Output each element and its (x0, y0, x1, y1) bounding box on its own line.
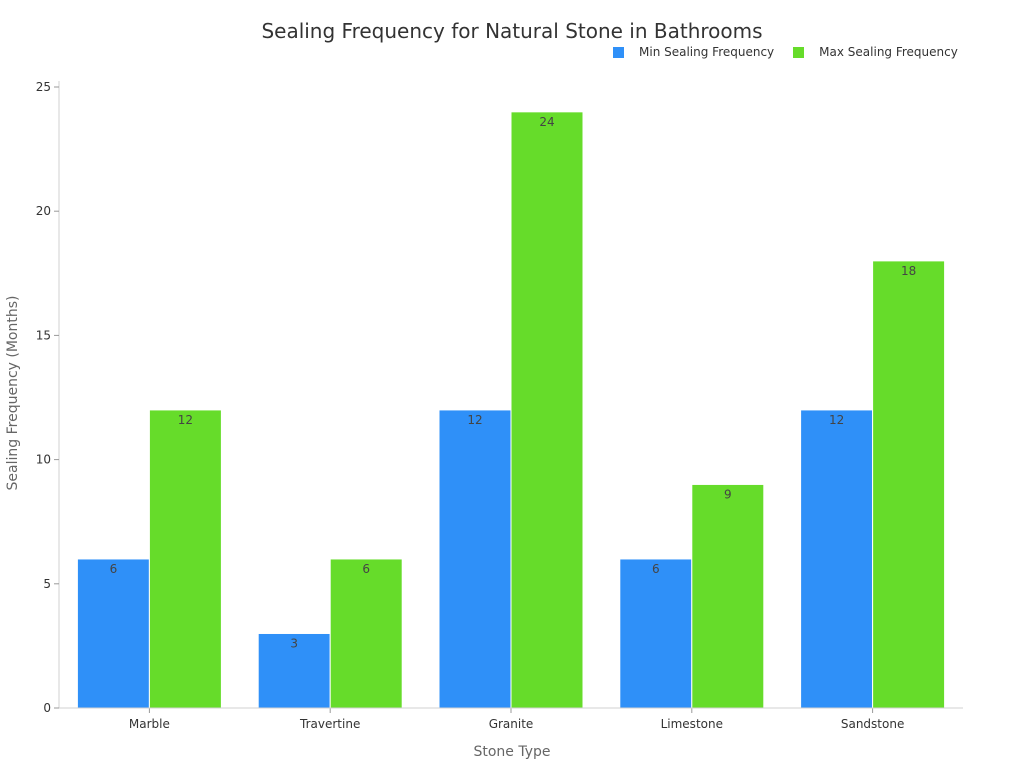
bar-travertine-max[interactable] (329, 558, 403, 709)
bar-value-label: 12 (467, 413, 482, 427)
legend-item-min[interactable]: Min Sealing Frequency (613, 45, 774, 59)
y-tick-label: 5 (43, 577, 51, 591)
legend-label-min: Min Sealing Frequency (639, 45, 775, 59)
x-tick-label: Limestone (661, 717, 723, 731)
bar-granite-min[interactable] (438, 409, 512, 709)
legend-item-max[interactable]: Max Sealing Frequency (793, 45, 958, 59)
axes-group: Marble Travertine Granite Limestone Sandston… (36, 80, 963, 731)
bar-value-label: 9 (724, 487, 732, 501)
y-axis-title: Sealing Frequency (Months) (5, 296, 21, 491)
bar-value-label: 12 (829, 413, 844, 427)
bar-granite-max[interactable] (510, 111, 584, 709)
legend-swatch-min (613, 46, 624, 58)
bar-marble-max[interactable] (148, 409, 222, 709)
bar-value-label: 6 (362, 562, 370, 576)
bar-limestone-min[interactable] (619, 558, 693, 709)
x-tick-label: Travertine (299, 717, 360, 731)
y-tick-label: 15 (36, 328, 51, 342)
y-tick-label: 10 (36, 453, 51, 467)
bar-value-label: 12 (178, 413, 193, 427)
y-tick-label: 20 (36, 204, 51, 218)
bar-limestone-max[interactable] (691, 483, 765, 709)
x-tick-label: Granite (489, 717, 534, 731)
bar-value-label: 3 (290, 636, 298, 650)
bar-sandstone-max[interactable] (872, 260, 946, 709)
x-axis-title: Stone Type (473, 744, 550, 760)
legend-swatch-max (793, 46, 805, 58)
bars-group: 6 12 3 6 12 24 6 9 12 18 (76, 111, 946, 709)
bar-sandstone-min[interactable] (800, 409, 874, 709)
y-tick-label: 25 (36, 80, 51, 94)
x-tick-label: Marble (129, 717, 170, 731)
bar-marble-min[interactable] (76, 558, 150, 709)
bar-value-label: 24 (539, 115, 554, 129)
chart-title: Sealing Frequency for Natural Stone in B… (261, 19, 763, 43)
legend-label-max: Max Sealing Frequency (819, 45, 958, 59)
bar-value-label: 6 (652, 562, 660, 576)
chart-legend: Min Sealing Frequency Max Sealing Freque… (613, 45, 977, 59)
x-tick-label: Sandstone (841, 717, 904, 731)
bar-value-label: 18 (901, 264, 916, 278)
bar-value-label: 6 (110, 562, 118, 576)
y-tick-label: 0 (43, 701, 51, 715)
